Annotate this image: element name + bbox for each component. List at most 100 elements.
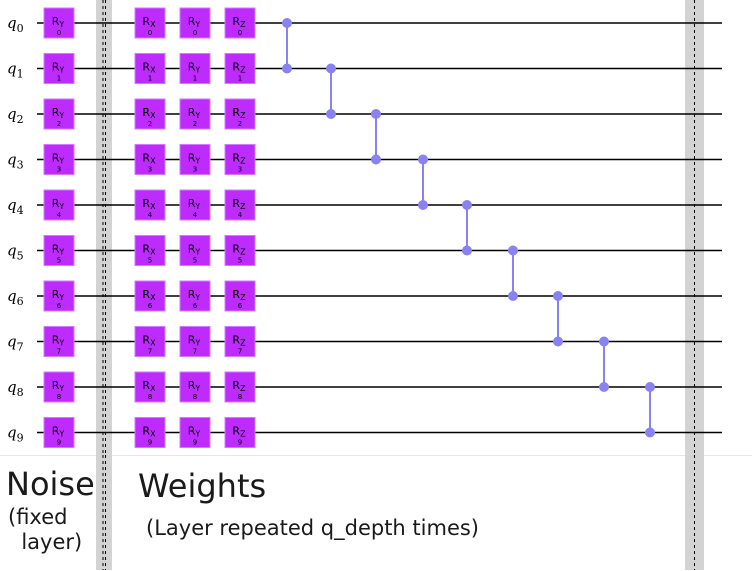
gate-index: 2	[193, 120, 197, 128]
gate-box	[224, 417, 256, 448]
gate-weights-rz-q6: RZ6	[224, 280, 256, 312]
gate-index: 9	[238, 439, 242, 447]
gate-box	[179, 7, 211, 39]
gate-index: 3	[148, 166, 152, 174]
gate-noise-ry-q8: RY8	[43, 371, 75, 403]
cz-control-dot	[508, 245, 518, 256]
cz-control-dot	[282, 18, 292, 28]
gate-box	[43, 371, 75, 403]
gate-noise-ry-q2: RY2	[43, 98, 75, 130]
gate-index: 7	[238, 348, 242, 356]
gate-weights-rx-q5: RX5	[134, 235, 166, 266]
qubit-label-q2: q2	[7, 105, 24, 126]
gate-noise-ry-q5: RY5	[43, 235, 75, 266]
gate-box	[179, 235, 211, 266]
gate-box	[43, 98, 75, 130]
gate-index: 1	[57, 75, 61, 83]
gate-index: 5	[193, 257, 197, 265]
gate-box	[134, 417, 166, 448]
gate-weights-rz-q0: RZ0	[224, 7, 256, 39]
gate-weights-ry-q2: RY2	[179, 98, 211, 130]
gate-noise-ry-q7: RY7	[43, 326, 75, 357]
gate-box	[224, 326, 256, 357]
gate-weights-rz-q3: RZ3	[224, 144, 256, 175]
gate-weights-ry-q8: RY8	[179, 371, 211, 403]
gate-box	[224, 371, 256, 403]
gate-weights-rx-q1: RX1	[134, 53, 166, 84]
gate-box	[179, 53, 211, 84]
gate-weights-rz-q8: RZ8	[224, 371, 256, 403]
gate-index: 9	[57, 439, 61, 447]
gate-box	[43, 53, 75, 84]
gate-weights-ry-q7: RY7	[179, 326, 211, 357]
weights-caption-subtitle: (Layer repeated q_depth times)	[146, 516, 479, 540]
gate-box	[134, 98, 166, 130]
gate-box	[179, 98, 211, 130]
gate-weights-rz-q2: RZ2	[224, 98, 256, 130]
gate-weights-rx-q3: RX3	[134, 144, 166, 175]
gate-box	[134, 144, 166, 175]
gate-weights-ry-q1: RY1	[179, 53, 211, 84]
cz-target-dot	[462, 245, 472, 256]
gate-index: 2	[238, 120, 242, 128]
gate-box	[43, 144, 75, 175]
qubit-label-q1: q1	[7, 60, 24, 81]
qubit-label-q0: q0	[7, 14, 24, 35]
qubit-label-q8: q8	[7, 378, 24, 399]
gate-box	[179, 189, 211, 221]
cz-control-dot	[418, 154, 428, 165]
gate-index: 9	[148, 439, 152, 447]
gate-box	[224, 7, 256, 39]
gate-index: 4	[148, 211, 153, 219]
gate-weights-ry-q0: RY0	[179, 7, 211, 39]
gate-weights-rx-q0: RX0	[134, 7, 166, 39]
cz-control-dot	[371, 109, 381, 119]
cz-target-dot	[282, 63, 292, 74]
gate-index: 5	[57, 257, 61, 265]
gate-box	[224, 98, 256, 130]
gate-index: 4	[193, 211, 198, 219]
gate-box	[224, 280, 256, 312]
qubit-label-q3: q3	[7, 151, 24, 172]
gate-index: 0	[148, 29, 152, 37]
caption-panel	[0, 455, 752, 571]
gate-index: 2	[57, 120, 61, 128]
wires-layer	[37, 22, 722, 434]
gate-index: 6	[193, 302, 198, 310]
cz-target-dot	[508, 291, 518, 301]
gate-weights-rx-q6: RX6	[134, 280, 166, 312]
gate-weights-rz-q9: RZ9	[224, 417, 256, 448]
gate-index: 9	[193, 439, 197, 447]
gate-index: 7	[193, 348, 197, 356]
barrier-1	[96, 0, 112, 570]
gate-box	[134, 53, 166, 84]
gate-noise-ry-q6: RY6	[43, 280, 75, 312]
cz-target-dot	[371, 154, 381, 165]
cz-control-dot	[326, 63, 336, 74]
gate-index: 6	[148, 302, 153, 310]
gate-index: 2	[148, 120, 152, 128]
gate-weights-ry-q5: RY5	[179, 235, 211, 266]
gate-box	[134, 280, 166, 312]
gate-box	[43, 189, 75, 221]
gate-index: 8	[57, 393, 61, 401]
cz-target-dot	[599, 382, 609, 392]
gate-weights-rz-q5: RZ5	[224, 235, 256, 266]
gate-noise-ry-q9: RY9	[43, 417, 75, 448]
gate-box	[134, 371, 166, 403]
gate-index: 4	[238, 211, 243, 219]
gate-noise-ry-q4: RY4	[43, 189, 75, 221]
gate-box	[134, 189, 166, 221]
qubit-label-q5: q5	[7, 242, 24, 263]
gate-weights-rz-q7: RZ7	[224, 326, 256, 357]
gate-box	[224, 144, 256, 175]
gate-box	[43, 7, 75, 39]
gate-noise-ry-q0: RY0	[43, 7, 75, 39]
cz-control-dot	[553, 291, 563, 301]
gate-index: 8	[193, 393, 197, 401]
gate-index: 1	[238, 75, 242, 83]
qubit-labels-layer: q0 q1 q2 q3 q4 q5 q6 q7 q8 q9	[7, 14, 24, 445]
qubit-label-q4: q4	[7, 196, 24, 217]
noise-caption-title: Noise	[6, 465, 95, 503]
